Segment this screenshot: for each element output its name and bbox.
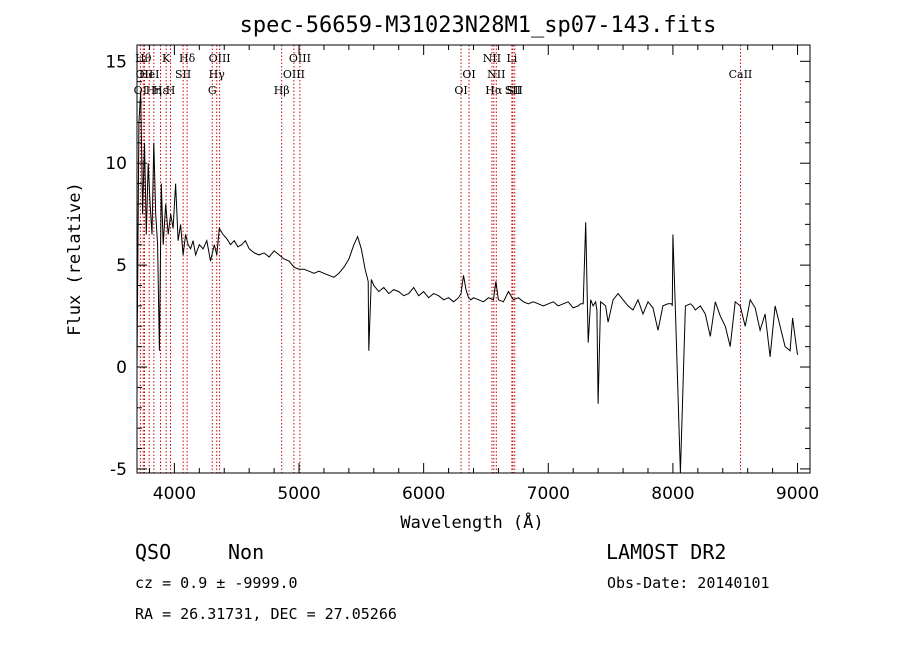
line-marker-label: Hβ [274, 84, 290, 97]
line-marker-label: NII [487, 68, 505, 81]
x-axis-label: Wavelength (Å) [400, 511, 543, 533]
object-class: QSO [135, 540, 171, 564]
line-marker-label: OII [136, 68, 154, 81]
redshift-cz: cz = 0.9 ± -9999.0 [135, 574, 298, 592]
obs-date: Obs-Date: 20140101 [607, 574, 770, 592]
spectrum-line [136, 91, 798, 474]
y-axis-ticks: -5 0 5 10 15 [105, 52, 810, 480]
line-marker-label: H [166, 84, 176, 97]
line-marker-label: Hγ [209, 68, 226, 81]
x-tick-label: 4000 [153, 484, 196, 504]
line-marker-label: OIII [283, 68, 305, 81]
line-marker-label: HeI [139, 68, 159, 81]
survey-name: LAMOST DR2 [606, 540, 726, 564]
line-marker-label: OI [462, 68, 475, 81]
line-marker-label: OIII [209, 52, 231, 65]
x-axis-ticks: 4000 5000 6000 7000 8000 9000 [148, 45, 819, 504]
line-marker-label: SII [175, 68, 191, 81]
line-marker-label: Hα [485, 84, 503, 97]
y-tick-label: 5 [116, 256, 127, 276]
y-tick-label: -5 [110, 460, 127, 480]
line-marker-label: OI [454, 84, 467, 97]
x-tick-label: 6000 [402, 484, 445, 504]
line-marker-label: Li [506, 52, 517, 65]
x-tick-label: 5000 [277, 484, 320, 504]
line-marker-label: Hη [146, 84, 162, 97]
y-axis-label: Flux (relative) [65, 182, 85, 336]
spectrum-series [136, 91, 798, 474]
y-tick-label: 15 [105, 52, 127, 72]
line-marker-label: CaII [729, 68, 753, 81]
line-marker-label: NII [483, 52, 501, 65]
object-subclass: Non [228, 540, 264, 564]
y-tick-label: 0 [116, 358, 127, 378]
line-markers [139, 45, 741, 473]
x-tick-label: 7000 [527, 484, 570, 504]
chart-title: spec-56659-M31023N28M1_sp07-143.fits [240, 13, 717, 38]
line-marker-label: Hε [153, 84, 169, 97]
line-marker-label: SII [505, 84, 521, 97]
plot-frame [136, 44, 811, 474]
x-tick-label: 8000 [651, 484, 694, 504]
line-marker-label: SII [507, 84, 523, 97]
line-marker-label: Hδ [179, 52, 196, 65]
x-tick-label: 9000 [776, 484, 819, 504]
line-marker-label: OIII [289, 52, 311, 65]
ra-dec: RA = 26.31731, DEC = 27.05266 [135, 605, 397, 623]
line-marker-label: Hθ [135, 52, 152, 65]
line-marker-label: G [208, 84, 217, 97]
line-marker-label: K [162, 52, 171, 65]
y-tick-label: 10 [105, 154, 127, 174]
